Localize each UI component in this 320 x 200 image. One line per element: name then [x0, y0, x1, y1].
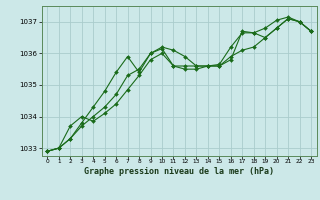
X-axis label: Graphe pression niveau de la mer (hPa): Graphe pression niveau de la mer (hPa) — [84, 167, 274, 176]
